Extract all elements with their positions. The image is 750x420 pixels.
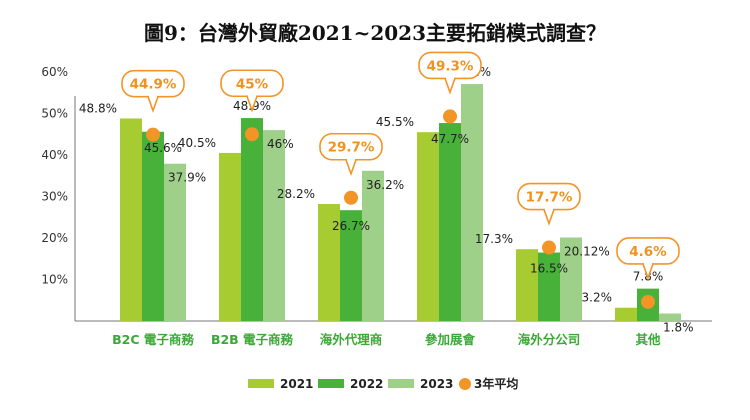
bar-2023-2 — [362, 170, 384, 321]
average-dot-2 — [344, 190, 358, 205]
value-label-2021-1: 40.5% — [178, 136, 216, 150]
value-label-2021-2: 28.2% — [277, 187, 315, 201]
average-callout-seam — [248, 94, 256, 98]
bar-2022-2 — [340, 210, 362, 321]
average-callout-seam — [347, 157, 355, 161]
bar-2023-3 — [461, 84, 483, 321]
average-callout-pointer — [146, 95, 160, 114]
bar-2021-2 — [318, 203, 340, 321]
average-label-1: 45% — [236, 76, 269, 92]
average-callout-pointer — [542, 208, 556, 226]
category-labels: B2C 電子商務 B2B 電子商務 海外代理商 參加展會 海外分公司 其他 — [112, 332, 661, 347]
legend-label-2021: 2021 — [280, 377, 313, 391]
value-label-2022-0: 45.6% — [144, 141, 182, 155]
bar-2023-0 — [164, 163, 186, 321]
bar-2021-3 — [417, 132, 439, 321]
y-tick-label: 30% — [41, 190, 68, 204]
y-tick-label: 50% — [41, 107, 68, 121]
legend-swatch-2021 — [248, 379, 274, 388]
chart-title: 圖9：台灣外貿廠2021~2023主要拓銷模式調查？ — [144, 21, 606, 45]
value-label-2023-2: 36.2% — [366, 178, 404, 192]
value-label-2022-4: 16.5% — [530, 262, 568, 276]
legend-swatch-2023 — [388, 379, 414, 388]
legend-label-2022: 2022 — [350, 377, 383, 391]
value-label-2022-3: 47.7% — [431, 132, 469, 146]
value-label-2022-2: 26.7% — [332, 219, 370, 233]
average-dot-5 — [641, 294, 655, 309]
legend-swatch-2022 — [318, 379, 344, 388]
category-label-1: B2B 電子商務 — [211, 332, 294, 347]
average-label-4: 17.7% — [526, 190, 573, 206]
bar-2023-5 — [659, 313, 681, 321]
category-label-0: B2C 電子商務 — [112, 332, 194, 347]
bar-2021-4 — [516, 249, 538, 321]
bar-2022-0 — [142, 131, 164, 321]
average-label-5: 4.6% — [629, 244, 667, 260]
y-axis-ticks: 10% 20% 30% 40% 50% 60% — [41, 65, 68, 287]
average-markers-layer: 44.9% 45% 29.7% 49.3% 17.7% 4.6% — [121, 51, 680, 309]
bar-2022-1 — [241, 118, 263, 321]
bar-2021-0 — [120, 118, 142, 321]
average-dot-4 — [542, 240, 556, 255]
bar-2022-3 — [439, 123, 461, 321]
average-callout-seam — [644, 261, 652, 265]
legend-label-2023: 2023 — [420, 377, 453, 391]
bars-layer — [120, 84, 681, 321]
average-callout-pointer — [443, 77, 457, 95]
value-label-2023-0: 37.9% — [168, 171, 206, 185]
bar-2023-4 — [560, 237, 582, 321]
y-tick-label: 20% — [41, 231, 68, 245]
bar-2021-5 — [615, 307, 637, 321]
value-label-2021-3: 45.5% — [376, 115, 414, 129]
value-label-2023-1: 46% — [267, 137, 294, 151]
average-callout-seam — [446, 76, 454, 80]
average-dot-0 — [146, 127, 160, 142]
value-label-2023-4: 20.12% — [564, 245, 610, 259]
bar-2022-4 — [538, 252, 560, 321]
value-label-2021-5: 3.2% — [582, 291, 613, 305]
category-label-3: 參加展會 — [425, 332, 476, 347]
average-dot-3 — [443, 109, 457, 124]
category-label-5: 其他 — [635, 332, 661, 347]
average-label-3: 49.3% — [427, 58, 474, 74]
legend-label-average: 3年平均 — [474, 376, 518, 391]
value-label-2023-5: 1.8% — [663, 321, 694, 335]
category-label-4: 海外分公司 — [518, 332, 581, 347]
y-tick-label: 60% — [41, 65, 68, 79]
average-dot-1 — [245, 127, 259, 142]
value-label-2021-0: 48.8% — [79, 101, 117, 115]
bar-2021-1 — [219, 152, 241, 321]
average-callout-pointer — [344, 158, 358, 177]
y-tick-label: 40% — [41, 148, 68, 162]
average-label-0: 44.9% — [130, 77, 177, 93]
average-callout-seam — [149, 94, 157, 98]
bar-2023-1 — [263, 130, 285, 321]
category-label-2: 海外代理商 — [320, 332, 383, 347]
legend-swatch-average — [459, 378, 471, 390]
value-label-2021-4: 17.3% — [475, 232, 513, 246]
average-callout-seam — [545, 207, 553, 211]
legend: 2021 2022 2023 3年平均 — [248, 376, 518, 391]
y-tick-label: 10% — [41, 273, 68, 287]
average-label-2: 29.7% — [328, 140, 375, 156]
